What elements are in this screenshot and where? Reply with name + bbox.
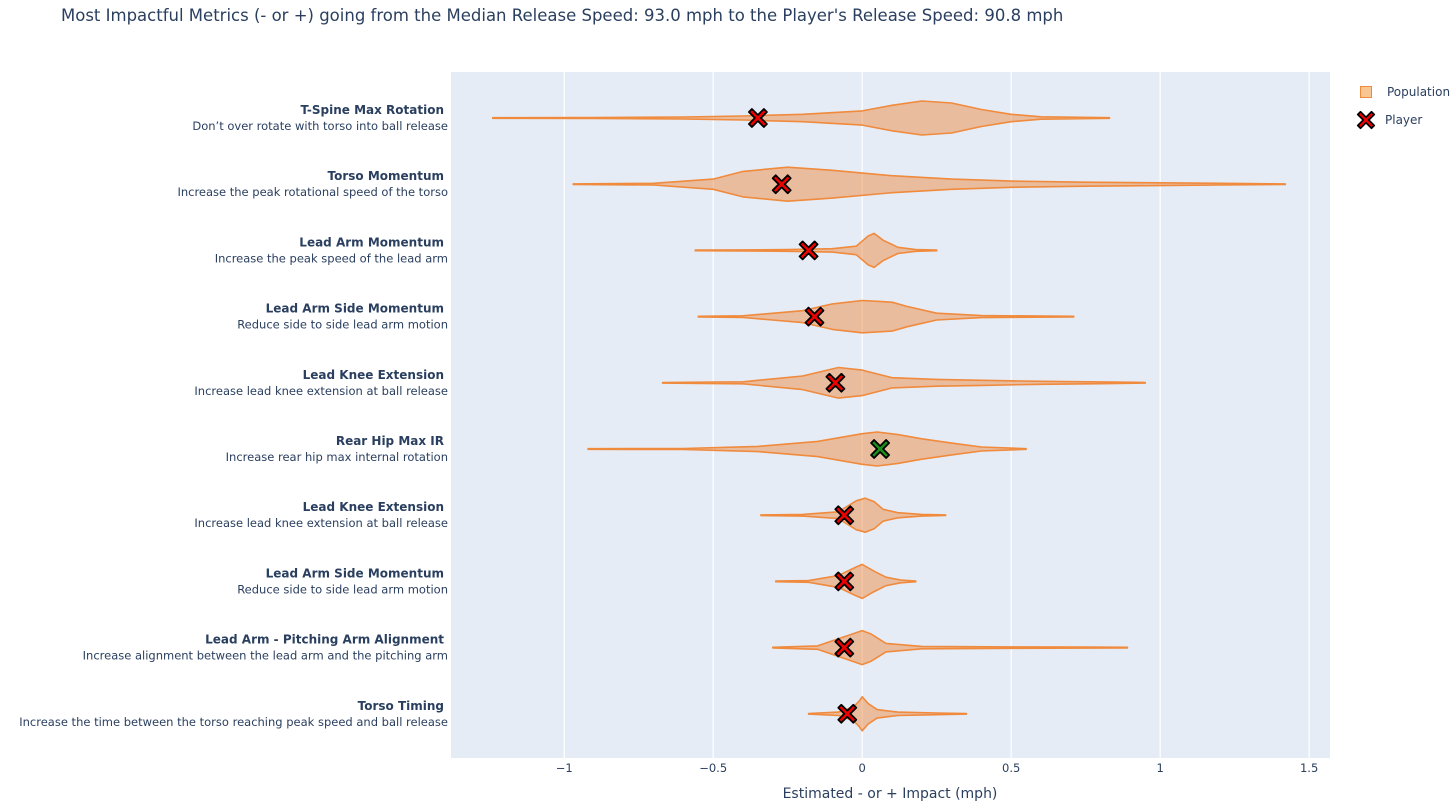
metric-description: Reduce side to side lead arm motion <box>237 318 448 332</box>
metric-description: Don’t over rotate with torso into ball r… <box>192 119 448 133</box>
metric-description: Increase the peak speed of the lead arm <box>215 251 448 265</box>
player-x-marker-icon <box>1356 110 1376 130</box>
player-markers <box>748 108 890 724</box>
legend-item-population[interactable]: Population <box>1357 78 1450 106</box>
player-marker[interactable] <box>834 505 855 526</box>
x-tick-label: 0 <box>859 761 866 775</box>
metric-name: Torso Timing <box>358 699 444 713</box>
chart-title: Most Impactful Metrics (- or +) going fr… <box>61 6 1064 25</box>
x-tick-label: 1.5 <box>1300 761 1318 775</box>
player-marker[interactable] <box>834 571 855 592</box>
metric-name: Lead Arm - Pitching Arm Alignment <box>205 633 444 647</box>
metric-name: Lead Arm Side Momentum <box>266 302 444 316</box>
x-tick-label: 0.5 <box>1002 761 1020 775</box>
violin-population[interactable] <box>760 497 947 533</box>
player-marker[interactable] <box>834 637 855 658</box>
x-tick-labels: −1 −0.5 0 0.5 1 1.5 <box>556 761 1319 775</box>
metric-description: Increase the peak rotational speed of th… <box>177 185 448 199</box>
metric-name: Rear Hip Max IR <box>336 434 444 448</box>
x-axis-label: Estimated - or + Impact (mph) <box>783 786 998 802</box>
player-marker[interactable] <box>825 372 846 393</box>
population-swatch-icon <box>1360 86 1372 98</box>
metric-name: Lead Knee Extension <box>303 500 444 514</box>
x-tick-label: −0.5 <box>699 761 727 775</box>
legend[interactable]: Population Player <box>1356 78 1450 134</box>
x-tick-label: −1 <box>556 761 573 775</box>
legend-population-label: Population <box>1387 85 1451 99</box>
violin-population[interactable] <box>661 366 1147 399</box>
legend-item-player[interactable]: Player <box>1356 106 1450 134</box>
metric-name: Lead Arm Momentum <box>299 235 444 249</box>
metric-description: Increase rear hip max internal rotation <box>226 450 448 464</box>
metric-description: Increase the time between the torso reac… <box>19 715 448 729</box>
legend-player-label: Player <box>1385 113 1423 127</box>
player-marker[interactable] <box>771 174 792 195</box>
metric-description: Increase lead knee extension at ball rel… <box>194 384 448 398</box>
violin-population[interactable] <box>694 232 938 269</box>
metric-description: Increase alignment between the lead arm … <box>83 649 448 663</box>
violin-population[interactable] <box>807 696 968 732</box>
player-marker[interactable] <box>798 240 819 261</box>
metric-name: T-Spine Max Rotation <box>300 103 444 117</box>
violin-population[interactable] <box>572 166 1287 202</box>
player-marker[interactable] <box>837 703 858 724</box>
x-tick-label: 1 <box>1156 761 1163 775</box>
metric-name: Lead Knee Extension <box>303 368 444 382</box>
metric-description: Increase lead knee extension at ball rel… <box>194 516 448 530</box>
player-marker[interactable] <box>870 439 890 459</box>
metric-name: Lead Arm Side Momentum <box>266 566 444 580</box>
player-marker[interactable] <box>804 306 825 327</box>
metric-name: Torso Momentum <box>328 169 444 183</box>
violin-population[interactable] <box>587 431 1027 467</box>
metric-labels: T-Spine Max Rotation Don’t over rotate wi… <box>19 103 448 729</box>
violin-population[interactable] <box>697 299 1075 334</box>
metric-description: Reduce side to side lead arm motion <box>237 582 448 596</box>
player-marker[interactable] <box>748 108 768 128</box>
violin-population[interactable] <box>772 629 1129 666</box>
